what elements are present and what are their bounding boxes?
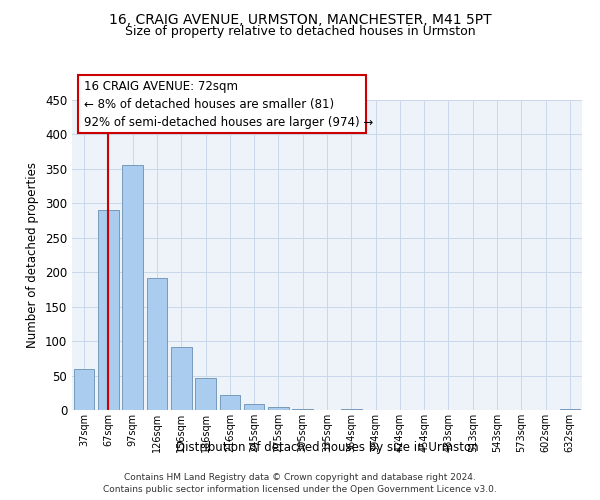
Bar (122, 166, 143, 410)
Bar (560, 408, 580, 410)
Text: Distribution of detached houses by size in Urmston: Distribution of detached houses by size … (176, 441, 478, 454)
Text: 16 CRAIG AVENUE: 72sqm
← 8% of detached houses are smaller (81)
92% of semi-deta: 16 CRAIG AVENUE: 72sqm ← 8% of detached … (84, 80, 373, 129)
Y-axis label: Number of detached properties: Number of detached properties (26, 162, 40, 348)
Bar (146, 278, 167, 410)
Text: Size of property relative to detached houses in Urmston: Size of property relative to detached ho… (125, 25, 475, 38)
Bar (98, 210, 119, 410)
Text: 16, CRAIG AVENUE, URMSTON, MANCHESTER, M41 5PT: 16, CRAIG AVENUE, URMSTON, MANCHESTER, M… (109, 12, 491, 26)
Text: Contains public sector information licensed under the Open Government Licence v3: Contains public sector information licen… (103, 485, 497, 494)
Bar (195, 378, 216, 410)
Bar (268, 407, 289, 410)
Bar (292, 408, 313, 410)
Bar (74, 368, 94, 410)
Bar (220, 395, 240, 410)
Text: Contains HM Land Registry data © Crown copyright and database right 2024.: Contains HM Land Registry data © Crown c… (124, 472, 476, 482)
Bar (244, 404, 265, 410)
Bar (171, 348, 191, 410)
